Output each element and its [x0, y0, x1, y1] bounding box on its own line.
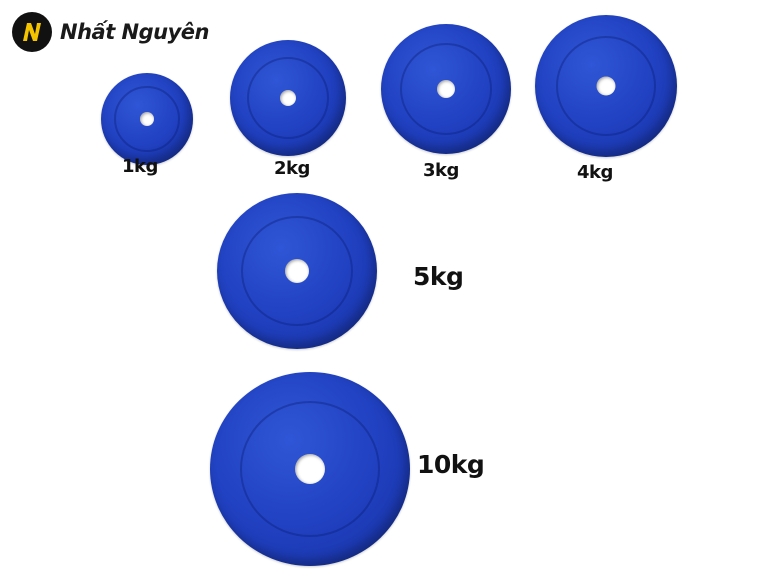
weight-label-5kg: 5kg [413, 262, 464, 291]
brand-name: Nhất Nguyên [60, 20, 210, 44]
weight-label-2kg: 2kg [274, 158, 310, 179]
n-logo-icon [12, 12, 52, 52]
weight-label-4kg: 4kg [577, 162, 613, 183]
weight-plate-5kg [217, 193, 377, 349]
weight-plate-1kg [101, 73, 193, 165]
weight-plate-10kg [210, 372, 410, 566]
weight-plate-2kg [230, 40, 346, 156]
weight-plate-3kg [381, 24, 511, 154]
weight-plate-4kg [535, 15, 677, 157]
brand-logo: Nhất Nguyên [12, 12, 210, 52]
weight-label-1kg: 1kg [122, 156, 158, 177]
weight-label-10kg: 10kg [417, 450, 485, 479]
weight-label-3kg: 3kg [423, 160, 459, 181]
